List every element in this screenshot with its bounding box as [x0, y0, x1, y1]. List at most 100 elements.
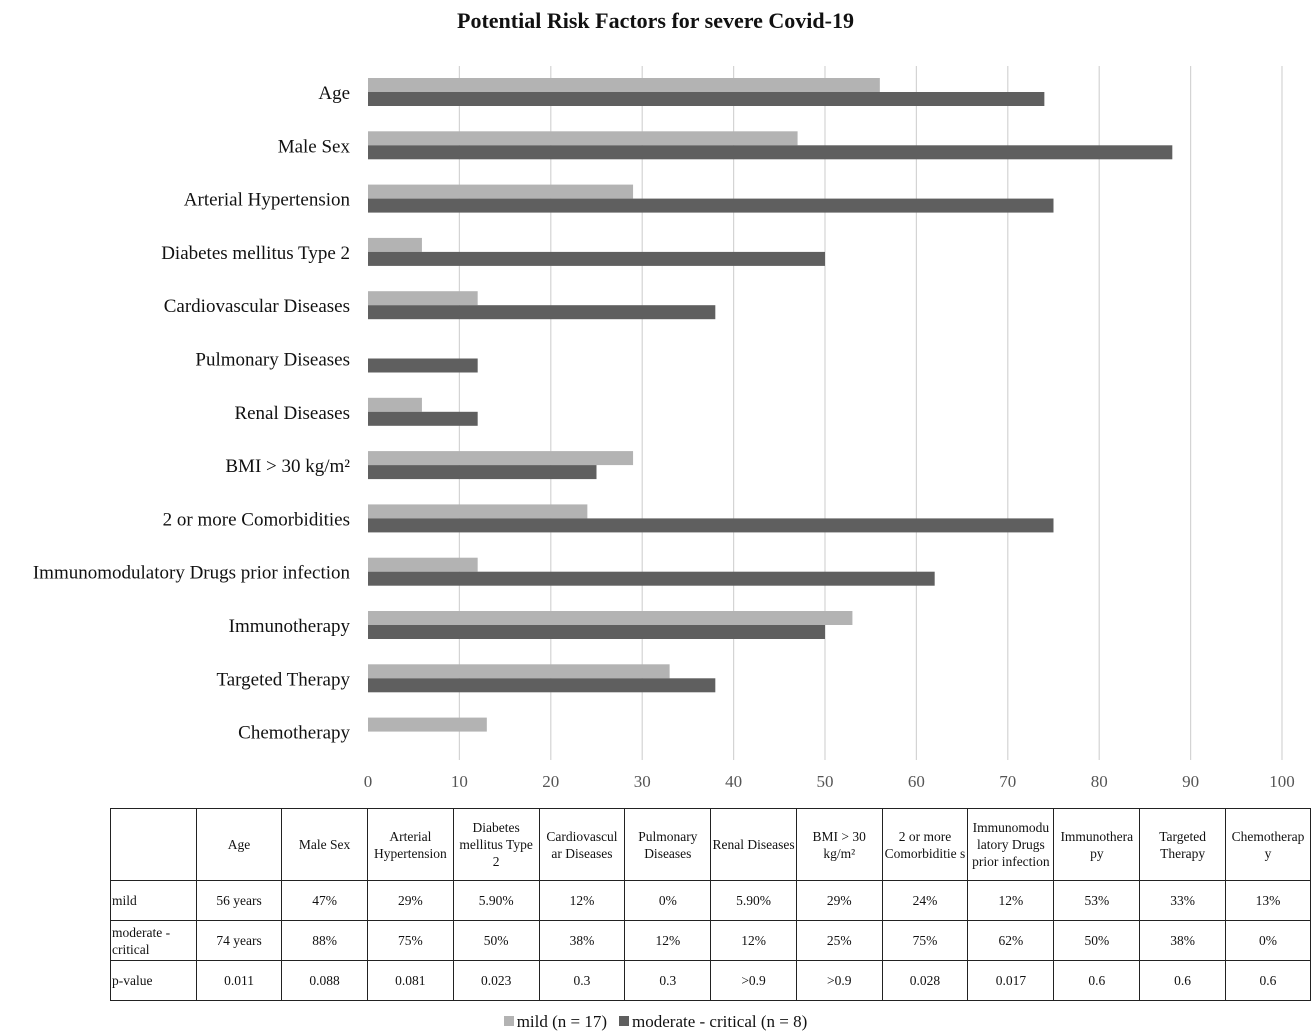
table-row: p-value 0.011 0.088 0.081 0.023 0.3 0.3 >0.9 >0.… — [110, 960, 1311, 1001]
category-label: Chemotherapy — [238, 723, 350, 744]
chart-title: Potential Risk Factors for severe Covid-… — [457, 8, 854, 33]
x-tick-label: 50 — [817, 772, 834, 791]
category-labels: Age Male Sex Arterial Hypertension Diabetes… — [33, 83, 351, 744]
table-cell: 24% — [881, 880, 969, 921]
x-tick-label: 0 — [364, 772, 373, 791]
table-cell: 0.081 — [366, 960, 454, 1001]
table-header-cell: Diabetes mellitus Type 2 — [452, 808, 540, 881]
bar-mild — [368, 664, 670, 679]
table-cell: 0.017 — [967, 960, 1055, 1001]
bar-moderate-critical — [368, 198, 1054, 213]
bar-mild — [368, 78, 880, 92]
table-header-cell: Pulmonary Diseases — [624, 808, 712, 881]
legend: mild (n = 17) moderate - critical (n = 8) — [0, 1012, 1311, 1032]
x-tick-label: 70 — [999, 772, 1016, 791]
table-cell: 29% — [366, 880, 454, 921]
table-cell: >0.9 — [795, 960, 883, 1001]
table-cell: 75% — [366, 920, 454, 961]
table-cell: 50% — [452, 920, 540, 961]
category-label: Targeted Therapy — [216, 669, 350, 690]
bar-chart: Age Male Sex Arterial Hypertension Diabetes… — [33, 66, 1295, 791]
table-cell: 0.088 — [281, 960, 368, 1001]
table-cell: 88% — [281, 920, 368, 961]
bar-mild — [368, 131, 798, 146]
legend-label: moderate - critical (n = 8) — [632, 1012, 808, 1031]
table-header-cell: Male Sex — [281, 808, 368, 881]
table-cell: 12% — [710, 920, 797, 961]
table-row-label: moderate - critical — [110, 920, 197, 961]
table-cell: 12% — [967, 880, 1055, 921]
x-tick-label: 80 — [1091, 772, 1108, 791]
table-cell: 13% — [1224, 880, 1311, 921]
category-label: Male Sex — [278, 136, 351, 157]
table-cell: >0.9 — [710, 960, 797, 1001]
bar-moderate-critical — [368, 518, 1054, 533]
table-header-cell: Arterial Hypertension — [366, 808, 454, 881]
bar-moderate-critical — [368, 411, 478, 426]
category-label: Cardiovascular Diseases — [164, 296, 350, 317]
table-row-label: mild — [110, 880, 197, 921]
category-label: BMI > 30 kg/m² — [225, 456, 350, 477]
table-cell: 0.6 — [1139, 960, 1226, 1001]
x-tick-label: 10 — [451, 772, 468, 791]
table-cell: 5.90% — [452, 880, 540, 921]
table-cell: 62% — [967, 920, 1055, 961]
table-row-label: p-value — [110, 960, 197, 1001]
table-cell: 33% — [1139, 880, 1226, 921]
table-header-cell: Cardiovascul ar Diseases — [538, 808, 626, 881]
bar-mild — [368, 291, 478, 306]
category-label: 2 or more Comorbidities — [163, 509, 350, 530]
bar-mild — [368, 451, 634, 466]
table-header-cell: Renal Diseases — [710, 808, 797, 881]
category-label: Age — [318, 83, 350, 104]
table-cell: 56 years — [195, 880, 283, 921]
x-axis-ticks: 0 10 20 30 40 50 60 70 80 90 100 — [364, 772, 1295, 791]
table-cell: 0.6 — [1224, 960, 1311, 1001]
bars — [368, 78, 1173, 732]
table-cell: 53% — [1053, 880, 1141, 921]
legend-swatch — [503, 1016, 514, 1026]
bar-moderate-critical — [368, 305, 716, 320]
bar-moderate-critical — [368, 145, 1173, 160]
category-label: Renal Diseases — [234, 403, 350, 424]
bar-mild — [368, 717, 487, 732]
table-header-row: Age Male Sex Arterial Hypertension Diabetes… — [110, 808, 1311, 881]
table-cell: 0.028 — [881, 960, 969, 1001]
table-header-cell: Immunomodu latory Drugs prior infection — [967, 808, 1055, 881]
table-row: moderate - critical 74 years 88% 75% 50% 38% 1… — [110, 920, 1311, 961]
x-tick-label: 20 — [542, 772, 559, 791]
category-label: Pulmonary Diseases — [195, 350, 350, 371]
table-cell: 47% — [281, 880, 368, 921]
bar-mild — [368, 237, 422, 252]
x-tick-label: 30 — [634, 772, 651, 791]
bar-mild — [368, 504, 588, 519]
x-tick-label: 60 — [908, 772, 925, 791]
table-cell: 29% — [795, 880, 883, 921]
table-cell: 38% — [1139, 920, 1226, 961]
bar-moderate-critical — [368, 571, 935, 586]
data-table: Age Male Sex Arterial Hypertension Diabetes… — [110, 808, 1311, 1001]
table-header-cell: 2 or more Comorbiditie s — [881, 808, 969, 881]
table-cell: 0.3 — [624, 960, 712, 1001]
bar-moderate-critical — [368, 358, 478, 373]
table-cell: 25% — [795, 920, 883, 961]
table-row: mild 56 years 47% 29% 5.90% 12% 0% 5.90% 29% 24% 1… — [110, 880, 1311, 921]
table-cell: 38% — [538, 920, 626, 961]
category-label: Diabetes mellitus Type 2 — [161, 243, 350, 264]
category-label: Arterial Hypertension — [184, 190, 351, 211]
table-cell: 12% — [624, 920, 712, 961]
bar-mild — [368, 397, 422, 412]
x-tick-label: 90 — [1182, 772, 1199, 791]
table-header-cell — [110, 808, 197, 881]
table-cell: 0.6 — [1053, 960, 1141, 1001]
legend-label: mild (n = 17) — [516, 1012, 608, 1031]
table-header-cell: BMI > 30 kg/m² — [795, 808, 883, 881]
bar-mild — [368, 184, 634, 199]
table-cell: 0.011 — [195, 960, 283, 1001]
table-cell: 50% — [1053, 920, 1141, 961]
x-tick-label: 40 — [725, 772, 742, 791]
table-cell: 0.3 — [538, 960, 626, 1001]
table-cell: 0% — [624, 880, 712, 921]
bar-mild — [368, 557, 478, 572]
table-cell: 74 years — [195, 920, 283, 961]
